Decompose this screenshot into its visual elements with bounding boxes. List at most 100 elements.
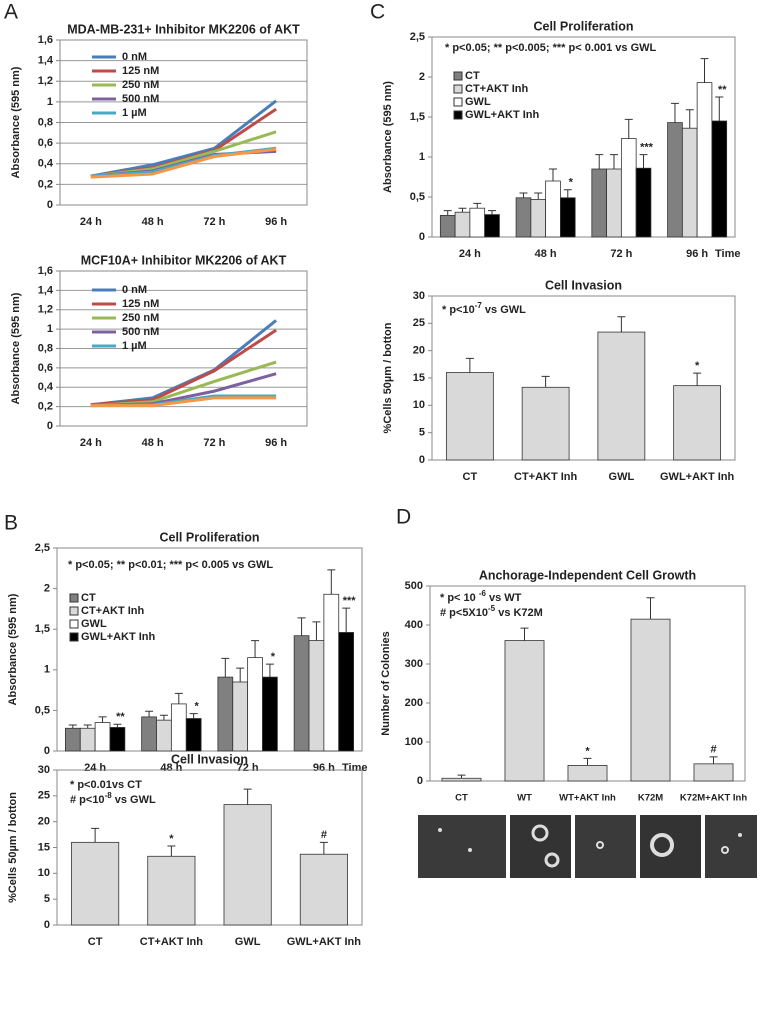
bar — [630, 618, 671, 782]
bar — [693, 763, 734, 782]
y-axis-label: Absorbance (595 nm) — [382, 81, 394, 193]
error-bar — [583, 757, 592, 766]
error-bar — [520, 627, 529, 641]
error-bar — [595, 154, 604, 169]
error-bar — [312, 621, 321, 641]
significance-marker: * — [169, 833, 174, 845]
legend-label: 125 nM — [122, 65, 159, 77]
error-bar — [342, 607, 351, 633]
annotation-part: -8 — [105, 791, 113, 800]
significance-marker: ** — [116, 711, 125, 723]
bar — [223, 804, 272, 926]
legend-label: 1 µM — [122, 340, 147, 352]
bar — [635, 167, 652, 238]
bar — [620, 138, 637, 238]
x-tick-label: CT+AKT Inh — [514, 471, 578, 483]
legend-label: 250 nM — [122, 79, 159, 91]
x-tick-label: WT — [517, 793, 532, 804]
x-tick-label: 48 h — [142, 437, 164, 449]
error-bar — [167, 845, 176, 857]
y-tick-label: 2 — [419, 71, 425, 83]
x-axis-label: Time — [342, 762, 367, 774]
y-tick-label: 300 — [405, 658, 423, 670]
x-axis-label: Time — [715, 248, 740, 260]
bar — [338, 632, 355, 752]
x-tick-label: GWL+AKT Inh — [660, 471, 735, 483]
y-tick-label: 1 — [44, 664, 50, 676]
bar — [606, 168, 622, 238]
legend-swatch — [69, 593, 79, 603]
y-tick-label: 0 — [419, 454, 425, 466]
bar — [232, 681, 249, 752]
x-tick-label: 24 h — [80, 437, 102, 449]
y-tick-label: 1,6 — [38, 265, 53, 277]
plot-frame — [431, 36, 736, 238]
annotation-part: -7 — [475, 301, 483, 310]
error-bar — [458, 207, 467, 213]
y-tick-label: 30 — [413, 290, 425, 302]
y-tick-label: 1,4 — [38, 55, 54, 67]
bar — [79, 727, 96, 752]
bar — [247, 657, 263, 752]
bar — [439, 214, 456, 238]
y-axis-label: Absorbance (595 nm) — [10, 292, 22, 404]
y-tick-label: 0,2 — [38, 401, 53, 413]
y-tick-label: 5 — [44, 893, 50, 905]
x-tick-label: 96 h — [265, 437, 287, 449]
error-bar — [700, 58, 709, 83]
y-tick-label: 1,4 — [38, 284, 54, 296]
error-bar — [709, 756, 718, 764]
bar — [170, 703, 187, 752]
legend-label: GWL+AKT Inh — [465, 109, 540, 121]
legend-swatch — [453, 97, 463, 107]
line-series — [90, 99, 278, 178]
x-tick-label: CT+AKT Inh — [140, 936, 204, 948]
x-tick-label: GWL — [235, 936, 261, 948]
bar — [597, 331, 646, 461]
significance-marker: * — [695, 360, 700, 372]
legend-label: GWL+AKT Inh — [81, 631, 156, 643]
plot-frame — [56, 769, 363, 926]
legend-swatch — [69, 619, 79, 629]
annotation-part: # p<10 — [70, 794, 105, 806]
x-tick-label: 48 h — [142, 216, 164, 228]
x-tick-label: 24 h — [84, 762, 106, 774]
x-tick-label: 72 h — [203, 437, 225, 449]
error-bar — [297, 617, 306, 636]
legend-label: 250 nM — [122, 312, 159, 324]
x-tick-label: 96 h — [686, 248, 708, 260]
chart-title: Cell Invasion — [545, 278, 622, 292]
line-series — [90, 396, 277, 408]
cell — [738, 833, 742, 837]
error-bar — [189, 713, 198, 719]
x-tick-label: 72 h — [237, 762, 259, 774]
y-tick-label: 1,6 — [38, 34, 53, 46]
legend-label: CT — [81, 592, 96, 604]
y-axis-label: Absorbance (595 nm) — [10, 66, 22, 178]
y-tick-label: 20 — [413, 345, 425, 357]
significance-marker: *** — [640, 142, 654, 154]
error-bar — [670, 102, 679, 123]
error-bar — [174, 692, 183, 704]
error-bar — [693, 372, 702, 386]
bar — [545, 180, 561, 238]
legend-label: GWL — [465, 96, 491, 108]
x-tick-label: CT — [88, 936, 103, 948]
annotation: * p<10-7 vs GWL — [442, 301, 526, 316]
x-tick-label: 72 h — [203, 216, 225, 228]
annotation-part: -6 — [479, 589, 487, 598]
significance-marker: ** — [718, 84, 727, 96]
error-bar — [624, 118, 633, 139]
chart-title: Anchorage-Independent Cell Growth — [479, 568, 696, 582]
error-bar — [83, 724, 92, 729]
legend-label: 1 µM — [122, 107, 147, 119]
error-bar — [68, 724, 77, 729]
annotation-part: * p< 10 — [440, 592, 479, 604]
bar — [293, 635, 310, 752]
error-bar — [715, 96, 724, 121]
bar — [147, 855, 196, 926]
error-bar — [327, 569, 336, 595]
plot-frame — [59, 39, 308, 206]
annotation-part: vs GWL — [482, 304, 526, 316]
y-tick-label: 1 — [419, 151, 425, 163]
